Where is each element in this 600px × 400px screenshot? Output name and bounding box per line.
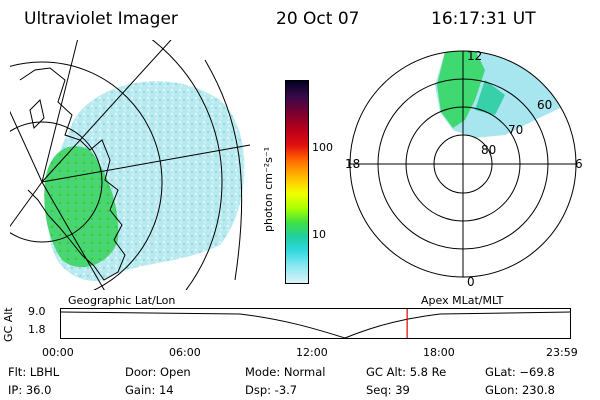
- altitude-timeline[interactable]: [60, 306, 572, 342]
- mlat-label-70: 70: [508, 123, 523, 137]
- gc-alt-axis-label: GC Alt: [2, 307, 15, 342]
- mlt-label-6: 6: [575, 157, 583, 171]
- door-value: Door: Open: [125, 365, 191, 379]
- glat-value: GLat: −69.8: [485, 365, 555, 379]
- glon-value: GLon: 230.8: [485, 383, 555, 397]
- time-label: 16:17:31 UT: [431, 9, 536, 29]
- colorbar-unit-label: photon cm⁻²s⁻¹: [262, 146, 275, 232]
- y-tick-9: 9.0: [28, 305, 46, 318]
- mode-value: Mode: Normal: [245, 365, 326, 379]
- ip-value: IP: 36.0: [8, 383, 52, 397]
- geographic-label: Geographic Lat/Lon: [68, 294, 176, 307]
- x-tick-2359: 23:59: [546, 346, 578, 359]
- app-title: Ultraviolet Imager: [24, 9, 178, 29]
- date-label: 20 Oct 07: [276, 9, 360, 29]
- x-tick-12: 12:00: [296, 346, 328, 359]
- geographic-map: [10, 40, 251, 290]
- color-scale-bar: [285, 80, 309, 284]
- x-tick-18: 18:00: [423, 346, 455, 359]
- x-tick-06: 06:00: [169, 346, 201, 359]
- mlat-label-60: 60: [537, 98, 552, 112]
- mlt-label-0: 0: [467, 275, 475, 289]
- seq-value: Seq: 39: [366, 383, 410, 397]
- colorbar-tick-10: 10: [312, 228, 326, 241]
- gain-value: Gain: 14: [125, 383, 174, 397]
- coastline: [19, 67, 126, 281]
- dsp-value: Dsp: -3.7: [245, 383, 298, 397]
- filter-value: Flt: LBHL: [8, 365, 60, 379]
- apex-label: Apex MLat/MLT: [421, 294, 504, 307]
- y-tick-1.8: 1.8: [28, 323, 46, 336]
- emission-core: [44, 146, 119, 268]
- altitude-curve: [60, 311, 572, 339]
- mlt-label-12: 12: [467, 49, 482, 63]
- gc-alt-value: GC Alt: 5.8 Re: [366, 365, 447, 379]
- colorbar-tick-100: 100: [312, 141, 333, 154]
- polar-plot: 12 18 6 0 80 70 60: [345, 49, 583, 289]
- mlat-label-80: 80: [481, 143, 496, 157]
- x-tick-00: 00:00: [42, 346, 74, 359]
- mlt-label-18: 18: [345, 157, 360, 171]
